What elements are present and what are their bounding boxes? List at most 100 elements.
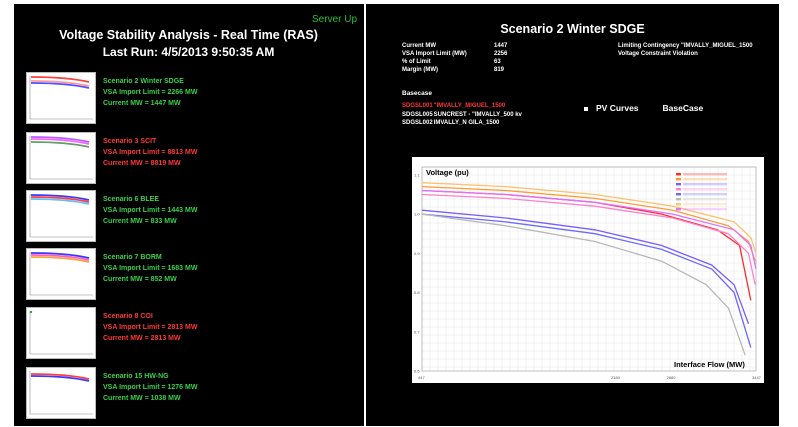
scenario-current: Current MW = 1038 MW: [103, 395, 181, 402]
legend-entry: [683, 188, 727, 191]
thumbnail-curve: [30, 76, 90, 83]
legend-entry: [683, 183, 727, 186]
pv-curve-line: [421, 213, 746, 356]
last-run-timestamp: Last Run: 4/5/2013 9:50:35 AM: [102, 45, 275, 59]
pv-curve-chart: 1.1 1.0 0.9 0.8 0.7 0.6 447 2180 2680 3447 Voltage…: [412, 157, 764, 383]
scenario-current: Current MW = 8819 MW: [103, 160, 181, 167]
scenario-limit: VSA Import Limit = 8813 MW: [103, 149, 198, 156]
legend-swatch: [676, 183, 681, 186]
thumbnail-plot: [29, 194, 93, 238]
pv-curves-label[interactable]: PV Curves: [596, 103, 639, 113]
legend-swatch: [676, 173, 681, 176]
legend-entry: [683, 203, 727, 206]
thumbnail-curve: [30, 252, 90, 259]
thumbnail-curve: [30, 198, 90, 205]
scenario-thumbnail[interactable]: [26, 72, 96, 124]
y-tick-label: 1.0: [414, 212, 420, 217]
scenario-item[interactable]: Scenario 3 SCIT VSA Import Limit = 8813 M…: [26, 132, 356, 184]
basecase-label[interactable]: BaseCase: [662, 103, 704, 113]
scenario-current: Current MW = 852 MW: [103, 276, 177, 283]
scenario-limit: VSA Import Limit = 2813 MW: [103, 324, 198, 331]
x-tick-label: 2180: [611, 375, 621, 380]
bullet-icon: [584, 106, 588, 111]
pv-curve-line: [421, 185, 756, 262]
thumbnail-curve: [30, 138, 90, 145]
thumbnail-curve: [30, 196, 90, 203]
thumbnail-plot: [29, 252, 93, 296]
scenario-thumbnail[interactable]: [26, 190, 96, 242]
scenario-summary: Scenario 6 BLEE VSA Import Limit = 1443 M…: [103, 194, 197, 227]
pv-curve-line: [421, 193, 756, 285]
stat-row: Current MW 1447: [402, 43, 508, 49]
stat-row: Margin (MW) 819: [402, 67, 505, 73]
thumbnail-plot: [29, 136, 93, 180]
stat-row: VSA Import Limit (MW) 2256: [402, 51, 508, 57]
limiting-contingency-label: Limiting Contingency "IMVALLY_MIGUEL_150…: [618, 43, 753, 49]
page-title: Voltage Stability Analysis - Real Time (…: [59, 28, 318, 42]
y-tick-label: 1.1: [414, 172, 420, 177]
y-axis-label: Voltage (pu): [426, 168, 469, 177]
scenario-thumbnail[interactable]: [26, 248, 96, 300]
contingency-row[interactable]: SDGSL001 "IMVALLY_MIGUEL_1500: [402, 103, 506, 109]
legend-swatch: [676, 203, 681, 206]
scenario-list-panel: Server Up Voltage Stability Analysis - R…: [14, 4, 363, 426]
scenario-name: Scenario 3 SCIT: [103, 138, 157, 145]
x-tick-label: 447: [418, 375, 425, 380]
legend-entry: [683, 193, 727, 196]
violation-label: Voltage Constraint Violation: [618, 51, 698, 57]
scenario-name: Scenario 2 Winter SDGE: [103, 78, 184, 85]
scenario-current: Current MW = 2813 MW: [103, 335, 181, 342]
legend-entry: [683, 198, 727, 201]
scenario-name: Scenario 7 BORM: [103, 254, 162, 261]
thumbnail-axis: [29, 371, 93, 415]
x-tick-label: 3447: [752, 375, 762, 380]
y-tick-label: 0.8: [414, 290, 420, 295]
contingency-row[interactable]: SDGSL005 SUNCREST - "IMVALLY_500 kv: [402, 111, 522, 118]
basecase-heading: Basecase: [402, 90, 432, 97]
thumbnail-plot: [29, 76, 93, 120]
legend-entry: [683, 178, 727, 181]
pv-curve-legend: PV Curves BaseCase: [584, 103, 703, 113]
scenario-summary: Scenario 8 COI VSA Import Limit = 2813 MW…: [103, 311, 197, 344]
thumbnail-axis: [29, 252, 93, 296]
scenario-item[interactable]: Scenario 7 BORM VSA Import Limit = 1683 M…: [26, 248, 356, 300]
legend-swatch: [676, 208, 681, 211]
scenario-summary: Scenario 7 BORM VSA Import Limit = 1683 M…: [103, 252, 197, 285]
thumbnail-curve: [30, 373, 90, 380]
scenario-thumbnail[interactable]: [26, 132, 96, 184]
thumbnail-curve: [30, 136, 90, 143]
contingency-list: SDGSL001 "IMVALLY_MIGUEL_1500 SDGSL005 S…: [402, 102, 522, 128]
thumbnail-axis: [29, 311, 93, 355]
scenario-detail-panel: Scenario 2 Winter SDGE Current MW 1447 VS…: [366, 4, 779, 426]
dashboard-frame: Server Up Voltage Stability Analysis - R…: [14, 4, 779, 426]
pv-curve-line: [421, 182, 757, 254]
scenario-limit: VSA Import Limit = 1276 MW: [103, 384, 198, 391]
scenario-thumbnail[interactable]: [26, 367, 96, 419]
thumbnail-curve: [30, 375, 90, 382]
stat-row: % of Limit 63: [402, 59, 501, 65]
pv-curve-line: [421, 213, 752, 348]
server-status: Server Up: [311, 14, 357, 25]
thumbnail-axis: [29, 76, 93, 120]
legend-entry: [683, 208, 727, 211]
contingency-row[interactable]: SDGSL002 IMVALLY_N GILA_1500: [402, 120, 500, 126]
scenario-summary: Scenario 2 Winter SDGE VSA Import Limit =…: [103, 76, 197, 109]
thumbnail-curve: [30, 80, 90, 87]
thumbnail-plot: [29, 371, 93, 415]
scenario-summary: Scenario 15 HW-NG VSA Import Limit = 1276…: [103, 371, 197, 404]
scenario-item[interactable]: Scenario 8 COI VSA Import Limit = 2813 MW…: [26, 307, 356, 359]
thumbnail-curve: [30, 254, 90, 261]
thumbnail-marker: [29, 310, 33, 314]
scenario-item[interactable]: Scenario 2 Winter SDGE VSA Import Limit =…: [26, 72, 356, 124]
thumbnail-axis: [29, 194, 93, 238]
scenario-name: Scenario 15 HW-NG: [103, 373, 169, 380]
thumbnail-curve: [30, 141, 90, 148]
thumbnail-plot: [29, 310, 93, 355]
scenario-stats: Current MW 1447 VSA Import Limit (MW) 2256…: [402, 42, 507, 74]
thumbnail-curve: [30, 256, 90, 263]
thumbnail-axis: [29, 136, 93, 180]
scenario-item[interactable]: Scenario 6 BLEE VSA Import Limit = 1443 M…: [26, 190, 356, 242]
scenario-thumbnail[interactable]: [26, 307, 96, 359]
scenario-item[interactable]: Scenario 15 HW-NG VSA Import Limit = 1276…: [26, 367, 356, 419]
